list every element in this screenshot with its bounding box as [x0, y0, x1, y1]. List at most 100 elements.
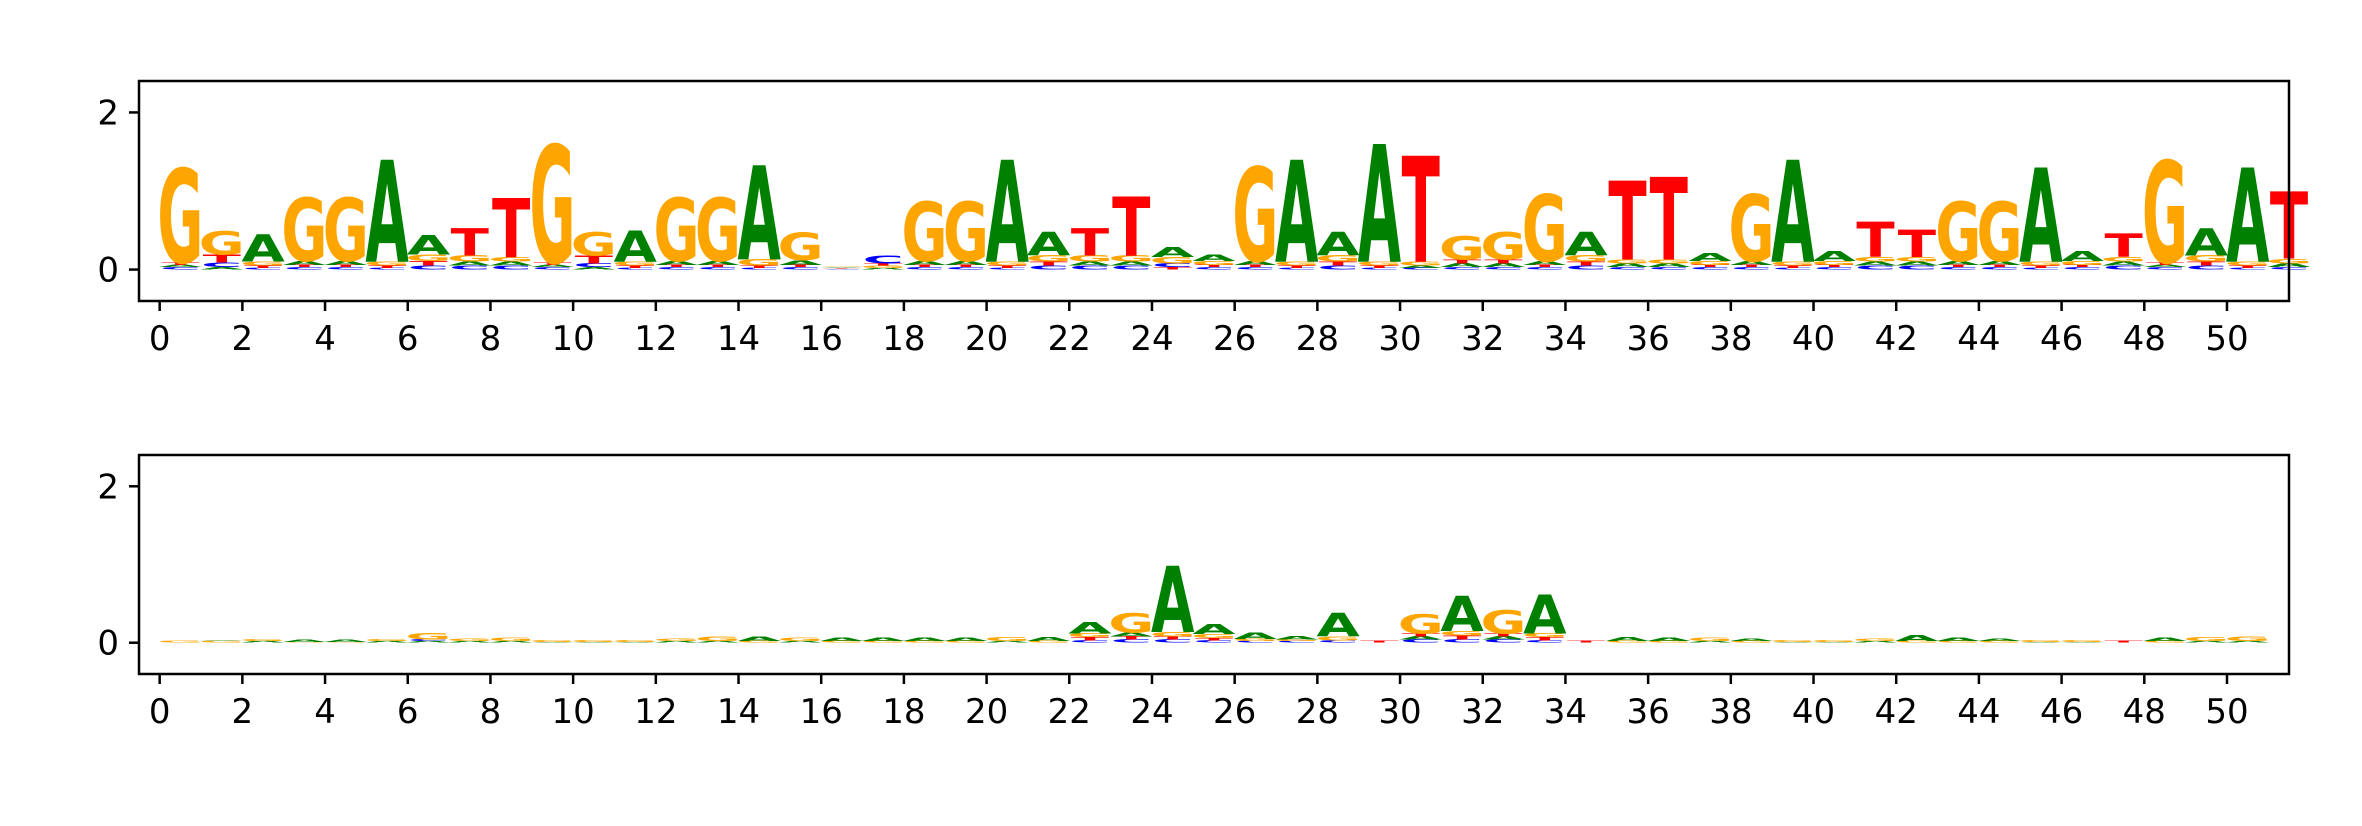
logo-letter-G: G: [1770, 640, 1816, 642]
logo-letter-C: C: [1524, 267, 1565, 271]
logo-letter-C: C: [408, 639, 449, 641]
logo-letter-G: G: [2225, 635, 2271, 642]
logo-letter-G: G: [157, 641, 203, 643]
logo-letter-A: A: [2102, 261, 2146, 267]
logo-letter-C: C: [1235, 267, 1276, 271]
logo-letter-A: A: [448, 641, 492, 643]
logo-letter-C: C: [201, 261, 242, 268]
logo-letter-G: G: [1480, 225, 1526, 268]
logo-letter-A: A: [655, 641, 699, 643]
x-tick-label: 28: [1296, 692, 1339, 732]
logo-letter-A: A: [489, 261, 533, 267]
logo-letter-A: A: [572, 642, 616, 643]
logo-letter-T: T: [1732, 264, 1770, 268]
logo-letter-G: G: [1687, 260, 1733, 266]
logo-letter-G: G: [1770, 261, 1816, 267]
logo-letter-C: C: [1566, 265, 1607, 271]
logo-letter-A: A: [1151, 547, 1195, 653]
logo-letter-C: C: [1441, 639, 1482, 644]
logo-letter-G: G: [240, 261, 286, 267]
x-tick-label: 8: [480, 319, 502, 359]
logo-letter-T: T: [1402, 633, 1440, 638]
logo-letter-G: G: [653, 638, 699, 642]
x-tick-label: 18: [882, 692, 925, 732]
logo-letter-A: A: [1564, 226, 1608, 263]
logo-letter-G: G: [819, 266, 865, 267]
logo-letter-G: G: [1894, 641, 1940, 643]
x-tick-label: 4: [314, 692, 336, 732]
logo-letter-T: T: [1691, 264, 1729, 268]
logo-letter-C: C: [532, 267, 573, 271]
logo-letter-T: T: [2187, 261, 2225, 267]
logo-letter-T: T: [1195, 637, 1233, 641]
x-tick-label: 50: [2205, 319, 2248, 359]
logo-letter-A: A: [986, 641, 1030, 643]
logo-letter-T: T: [161, 262, 199, 266]
x-tick-label: 32: [1461, 692, 1504, 732]
logo-letter-A: A: [1730, 260, 1774, 266]
logo-letter-C: C: [1359, 268, 1400, 270]
logo-letter-G: G: [1646, 641, 1692, 643]
logo-letter-A: A: [324, 639, 368, 643]
logo-letter-C: C: [1317, 265, 1358, 271]
logo-letter-A: A: [159, 264, 203, 268]
logo-letter-A: A: [365, 641, 409, 643]
x-tick-label: 46: [2040, 692, 2083, 732]
logo-letter-T: T: [368, 265, 406, 269]
logo-letter-G: G: [1687, 637, 1733, 642]
logo-letter-G: G: [447, 638, 493, 642]
logo-letter-A: A: [903, 260, 947, 266]
y-tick-label: 0: [97, 251, 119, 291]
logo-letter-A: A: [200, 267, 244, 271]
logo-letter-C: C: [1152, 262, 1193, 268]
logo-letter-A: A: [2019, 642, 2063, 643]
logo-letter-C: C: [1441, 267, 1482, 271]
logo-letter-T: T: [1319, 261, 1357, 267]
logo-letter-G: G: [281, 642, 327, 643]
logo-letter-T: T: [1526, 264, 1564, 268]
logo-letter-A: A: [1399, 265, 1443, 269]
logo-letter-A: A: [241, 641, 285, 643]
logo-letter-T: T: [2146, 262, 2184, 266]
logo-letter-C: C: [284, 267, 325, 271]
logo-letter-A: A: [2226, 641, 2270, 643]
logo-letter-C: C: [821, 269, 862, 270]
logo-letter-A: A: [903, 637, 947, 642]
logo-letter-G: G: [1191, 260, 1237, 266]
logo-letter-A: A: [1937, 260, 1981, 266]
x-tick-label: 46: [2040, 319, 2083, 359]
logo-letter-C: C: [1690, 267, 1731, 271]
logo-letter-A: A: [696, 641, 740, 643]
x-tick-label: 30: [1378, 692, 1421, 732]
logo-letter-A: A: [1606, 262, 1650, 268]
logo-letter-C: C: [1111, 265, 1152, 271]
logo-letter-G: G: [736, 641, 782, 643]
logo-letter-C: C: [408, 265, 449, 271]
logo-letter-T: T: [1898, 223, 1937, 266]
logo-letter-T: T: [1774, 265, 1812, 269]
logo-letter-A: A: [820, 267, 864, 268]
logo-letter-A: A: [2143, 264, 2187, 268]
logo-letter-T: T: [533, 262, 571, 266]
logo-letter-C: C: [697, 267, 738, 271]
logo-letter-G: G: [1274, 261, 1320, 267]
logo-letter-A: A: [1647, 262, 1691, 268]
axis-frame: [137, 453, 2291, 676]
logo-letter-G: G: [653, 183, 699, 283]
logo-letter-A: A: [2143, 637, 2187, 642]
logo-letter-G: G: [571, 640, 617, 642]
logo-letter-C: C: [1772, 268, 1813, 270]
logo-letter-T: T: [1236, 264, 1274, 268]
logo-letter-T: T: [2229, 265, 2267, 269]
logo-letter-T: T: [1443, 258, 1481, 264]
logo-letter-A: A: [1027, 636, 1071, 642]
logo-letter-C: C: [449, 265, 490, 271]
logo-letter-A: A: [1688, 641, 1732, 643]
logo-letter-G: G: [1398, 609, 1444, 640]
logo-letter-T: T: [988, 265, 1026, 269]
x-tick-label: 26: [1213, 692, 1256, 732]
logo-letter-T: T: [203, 253, 242, 266]
logo-letter-A: A: [1523, 584, 1567, 647]
logo-letter-C: C: [1979, 267, 2020, 271]
logo-letter-G: G: [819, 641, 865, 643]
